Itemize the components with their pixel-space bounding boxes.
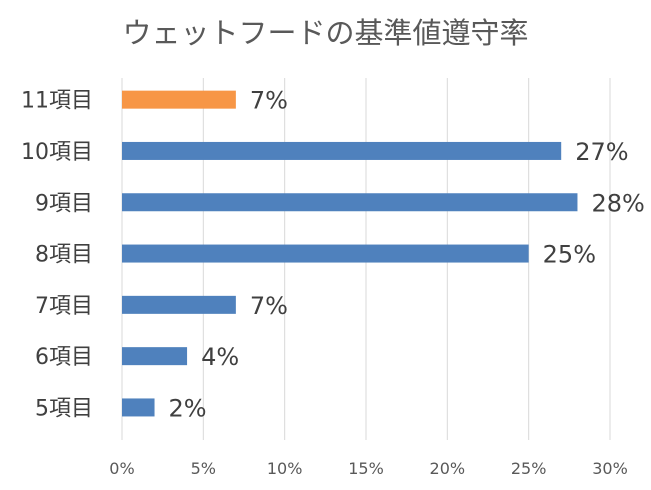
- category-label: 7項目: [35, 294, 93, 319]
- data-label: 7%: [250, 87, 288, 115]
- x-tick-label: 25%: [511, 459, 547, 478]
- x-tick-label: 30%: [592, 459, 628, 478]
- bar: [122, 90, 236, 109]
- x-tick-label: 15%: [348, 459, 384, 478]
- bar: [122, 347, 188, 366]
- x-tick-label: 0%: [109, 459, 134, 478]
- bar: [122, 295, 236, 314]
- category-label: 11項目: [21, 89, 93, 114]
- category-label: 9項目: [35, 191, 93, 216]
- x-tick-label: 5%: [191, 459, 216, 478]
- data-label: 4%: [201, 343, 239, 371]
- category-label: 8項目: [35, 243, 93, 268]
- bar: [122, 244, 529, 263]
- bar: [122, 398, 155, 417]
- x-tick-label: 10%: [267, 459, 303, 478]
- data-label: 7%: [250, 292, 288, 320]
- data-label: 28%: [591, 189, 644, 217]
- category-label: 10項目: [21, 140, 93, 165]
- x-tick-label: 20%: [430, 459, 466, 478]
- bar: [122, 193, 578, 212]
- data-label: 25%: [543, 241, 596, 269]
- data-label: 2%: [169, 394, 207, 422]
- category-label: 5項目: [35, 396, 93, 421]
- bar: [122, 141, 562, 160]
- data-label: 27%: [575, 138, 628, 166]
- chart-title: ウェットフードの基準値遵守率: [122, 16, 529, 50]
- category-label: 6項目: [35, 345, 93, 370]
